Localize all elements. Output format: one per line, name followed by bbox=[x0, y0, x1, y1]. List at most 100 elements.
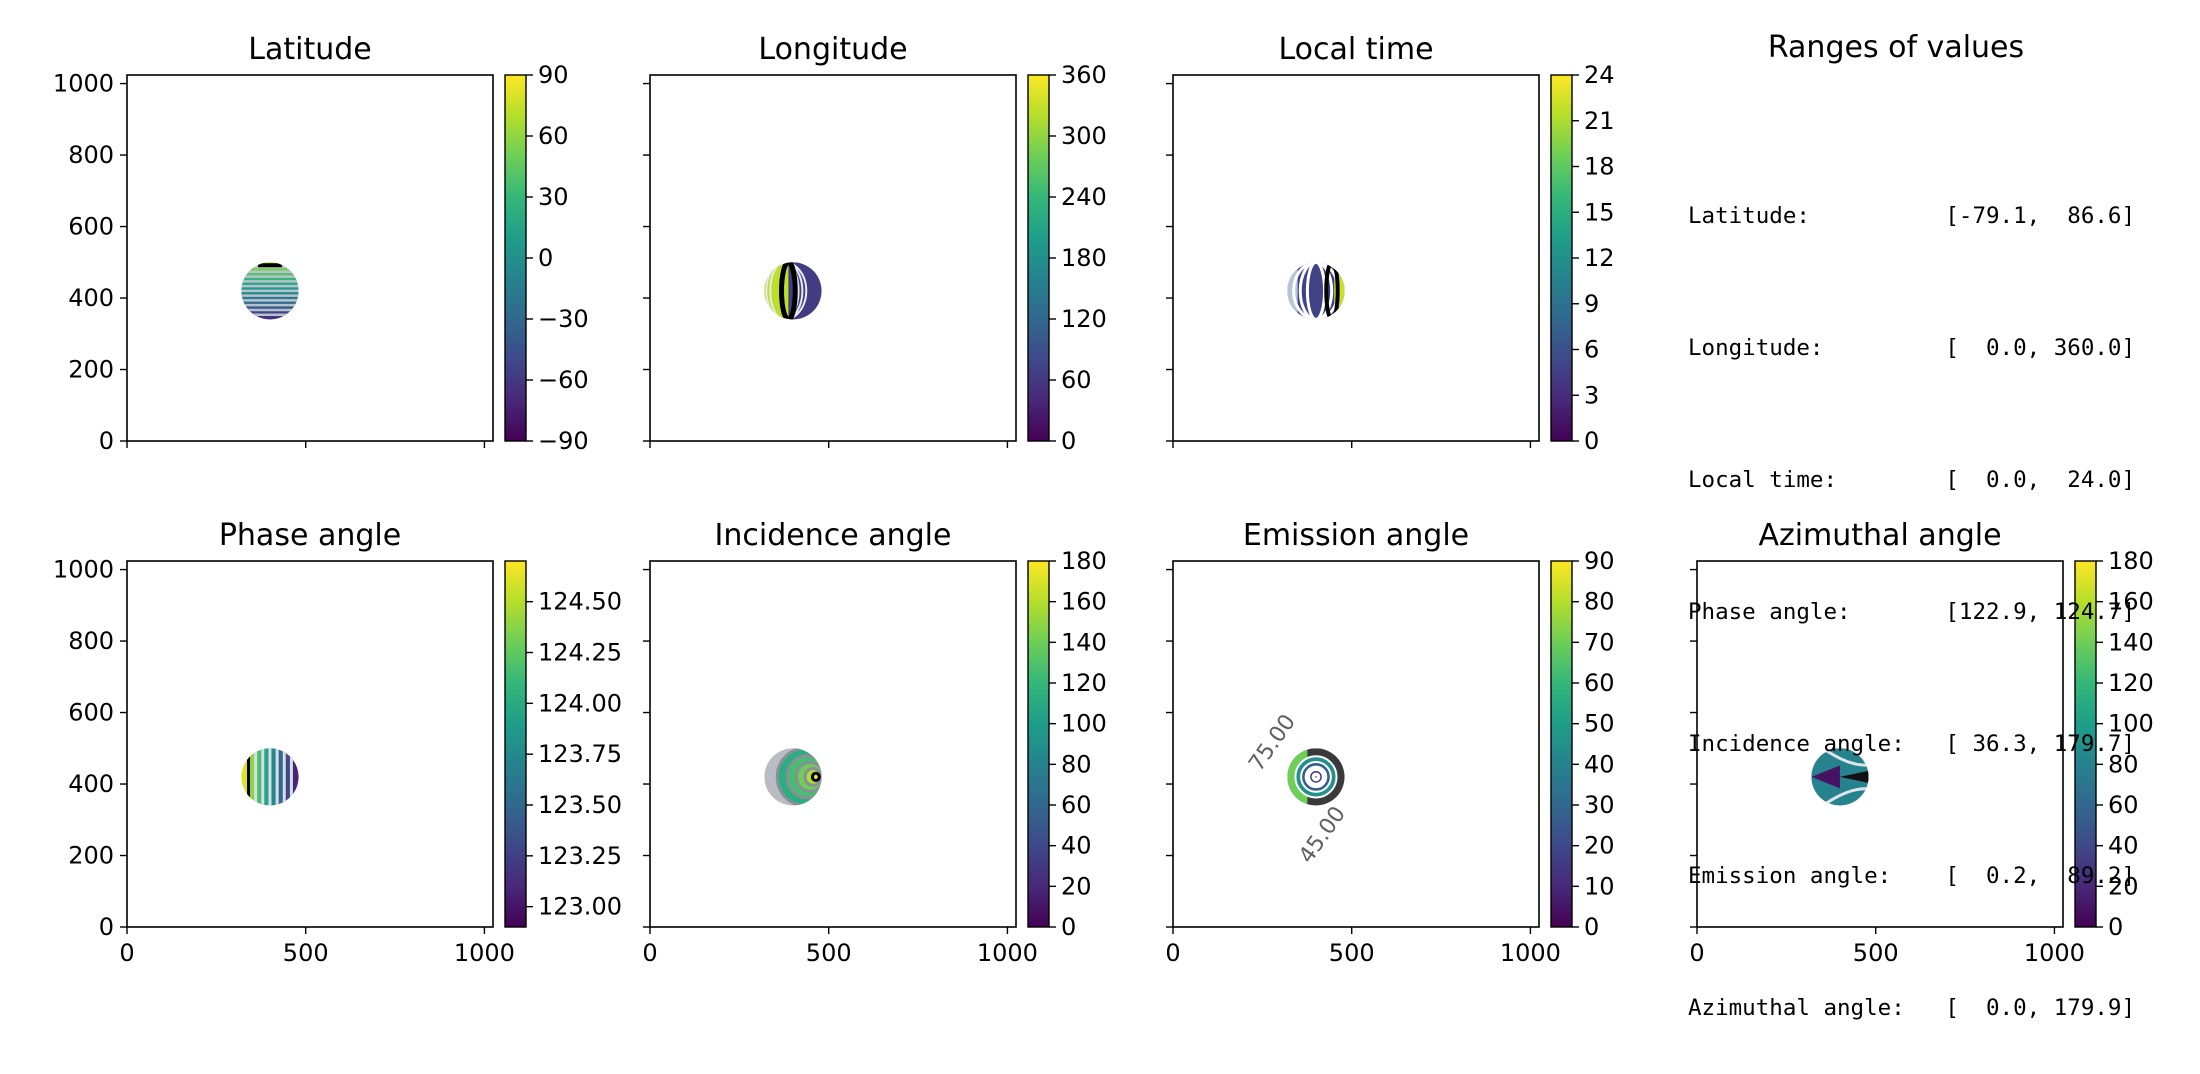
latitude-band bbox=[241, 300, 299, 306]
colorbar-tick-label: 0 bbox=[1061, 913, 1076, 941]
latitude-band bbox=[241, 276, 299, 282]
colorbar-tick-label: 160 bbox=[2108, 588, 2154, 616]
axes-frame bbox=[126, 560, 494, 928]
colorbar-tick-label: 360 bbox=[1061, 61, 1107, 89]
colorbar-tick-label: 180 bbox=[1061, 547, 1107, 575]
colorbar-tick-label: 180 bbox=[2108, 547, 2154, 575]
colorbar-tick-label: 50 bbox=[1584, 710, 1615, 738]
phase-band bbox=[277, 748, 285, 806]
colorbar-tick-label: 90 bbox=[1584, 547, 1615, 575]
colorbar-tick-label: 60 bbox=[1061, 791, 1092, 819]
colorbar-tick-label: 60 bbox=[1584, 669, 1615, 697]
x-tick-label: 1000 bbox=[977, 939, 1038, 967]
colorbar-tick-label: 123.00 bbox=[538, 893, 622, 921]
colorbar-tick-label: 140 bbox=[1061, 628, 1107, 656]
colorbar-tick-label: 124.50 bbox=[538, 588, 622, 616]
colorbar-tick-label: 6 bbox=[1584, 336, 1599, 364]
longitude-contour bbox=[765, 262, 804, 320]
colorbar-tick-label: 40 bbox=[1584, 750, 1615, 778]
panel-longitude: Longitude 360 300 240 180 120 60 0 bbox=[643, 32, 1107, 455]
emission-contour bbox=[1313, 774, 1319, 780]
range-row-local-time: Local time: [ 0.0, 24.0] bbox=[1688, 467, 2136, 493]
panel-incidence-angle: Incidence angle 0 500 1000 180 160 140 120 100 80… bbox=[642, 518, 1106, 967]
planet-disc bbox=[764, 748, 822, 806]
colorbar bbox=[504, 560, 527, 928]
colorbar-tick-label: 80 bbox=[1584, 588, 1615, 616]
contour-label-45: 45.00 bbox=[1294, 802, 1351, 868]
colorbar-tick-label: −60 bbox=[538, 366, 589, 394]
latitude-band bbox=[241, 281, 299, 287]
x-tick-label: 0 bbox=[642, 939, 657, 967]
colorbar-tick-label: 300 bbox=[1061, 122, 1107, 150]
ranges-title: Ranges of values bbox=[1768, 30, 2024, 65]
colorbar-tick-label: 123.75 bbox=[538, 740, 622, 768]
x-tick-label: 0 bbox=[1689, 939, 1704, 967]
y-tick-label: 600 bbox=[68, 699, 114, 727]
range-row-phase-angle: Phase angle: [122.9, 124.7] bbox=[1688, 599, 2136, 625]
ranges-panel: Latitude: [-79.1, 86.6] Longitude: [ 0.0… bbox=[1688, 106, 2188, 1074]
axes-frame bbox=[649, 74, 1017, 442]
y-tick-label: 0 bbox=[99, 427, 114, 455]
phase-band bbox=[262, 748, 271, 806]
colorbar bbox=[2074, 560, 2097, 928]
colorbar bbox=[1550, 74, 1573, 442]
x-tick-label: 0 bbox=[119, 939, 134, 967]
panel-title: Longitude bbox=[758, 32, 907, 67]
colorbar-tick-label: 180 bbox=[1061, 244, 1107, 272]
panel-latitude: Latitude 0 200 400 600 800 1000 90 60 30 0 −30 −60 −9… bbox=[53, 32, 589, 455]
colorbar-tick-label: 100 bbox=[1061, 710, 1107, 738]
latitude-band bbox=[241, 267, 299, 273]
planet-disc bbox=[764, 262, 822, 320]
colorbar bbox=[1027, 74, 1050, 442]
x-tick-label: 1000 bbox=[2024, 939, 2085, 967]
panel-title: Phase angle bbox=[219, 518, 401, 553]
range-row-longitude: Longitude: [ 0.0, 360.0] bbox=[1688, 335, 2136, 361]
latitude-band bbox=[241, 271, 299, 278]
colorbar-tick-label: 0 bbox=[538, 244, 553, 272]
range-row-azimuthal-angle: Azimuthal angle: [ 0.0, 179.9] bbox=[1688, 995, 2136, 1021]
planet-disc bbox=[241, 262, 299, 320]
latitude-band bbox=[241, 314, 299, 320]
planet-disc bbox=[1287, 748, 1345, 806]
phase-band bbox=[255, 748, 264, 806]
longitude-contour bbox=[764, 262, 808, 320]
y-tick-label: 400 bbox=[68, 284, 114, 312]
panel-title: Incidence angle bbox=[715, 518, 952, 553]
colorbar-tick-label: 20 bbox=[1584, 832, 1615, 860]
y-tick-label: 200 bbox=[68, 842, 114, 870]
colorbar-tick-label: 9 bbox=[1584, 290, 1599, 318]
colorbar-tick-label: 100 bbox=[2108, 710, 2154, 738]
colorbar-tick-label: 20 bbox=[2108, 872, 2139, 900]
axes-frame bbox=[649, 560, 1017, 928]
range-row-incidence-angle: Incidence angle: [ 36.3, 179.7] bbox=[1688, 731, 2136, 757]
colorbar-tick-label: 240 bbox=[1061, 183, 1107, 211]
x-tick-label: 500 bbox=[1329, 939, 1375, 967]
incidence-contour bbox=[810, 771, 821, 782]
colorbar-tick-label: −90 bbox=[538, 427, 589, 455]
longitude-seam bbox=[779, 262, 798, 320]
terminator bbox=[1324, 262, 1340, 320]
latitude-band bbox=[241, 309, 299, 316]
y-tick-label: 0 bbox=[99, 913, 114, 941]
colorbar-tick-label: 0 bbox=[1584, 913, 1599, 941]
colorbar-tick-label: 40 bbox=[2108, 832, 2139, 860]
colorbar-tick-label: 10 bbox=[1584, 872, 1615, 900]
localtime-contour bbox=[1298, 262, 1334, 320]
colorbar-tick-label: 24 bbox=[1584, 61, 1615, 89]
colorbar-tick-label: 90 bbox=[538, 61, 569, 89]
y-tick-label: 800 bbox=[68, 141, 114, 169]
y-tick-label: 1000 bbox=[53, 556, 114, 584]
colorbar-tick-label: 70 bbox=[1584, 628, 1615, 656]
colorbar bbox=[504, 74, 527, 442]
axes-frame bbox=[1172, 74, 1540, 442]
colorbar-tick-label: 21 bbox=[1584, 107, 1615, 135]
panel-title: Local time bbox=[1278, 32, 1433, 67]
colorbar-tick-label: 80 bbox=[2108, 750, 2139, 778]
colorbar-tick-label: 0 bbox=[1584, 427, 1599, 455]
colorbar-tick-label: 60 bbox=[538, 122, 569, 150]
colorbar-tick-label: 120 bbox=[1061, 305, 1107, 333]
axes-frame bbox=[126, 74, 494, 442]
panel-azimuthal-angle: Azimuthal angle 0 500 1000 180 160 140 120 100 80… bbox=[1689, 518, 2153, 967]
phase-band bbox=[284, 748, 293, 806]
